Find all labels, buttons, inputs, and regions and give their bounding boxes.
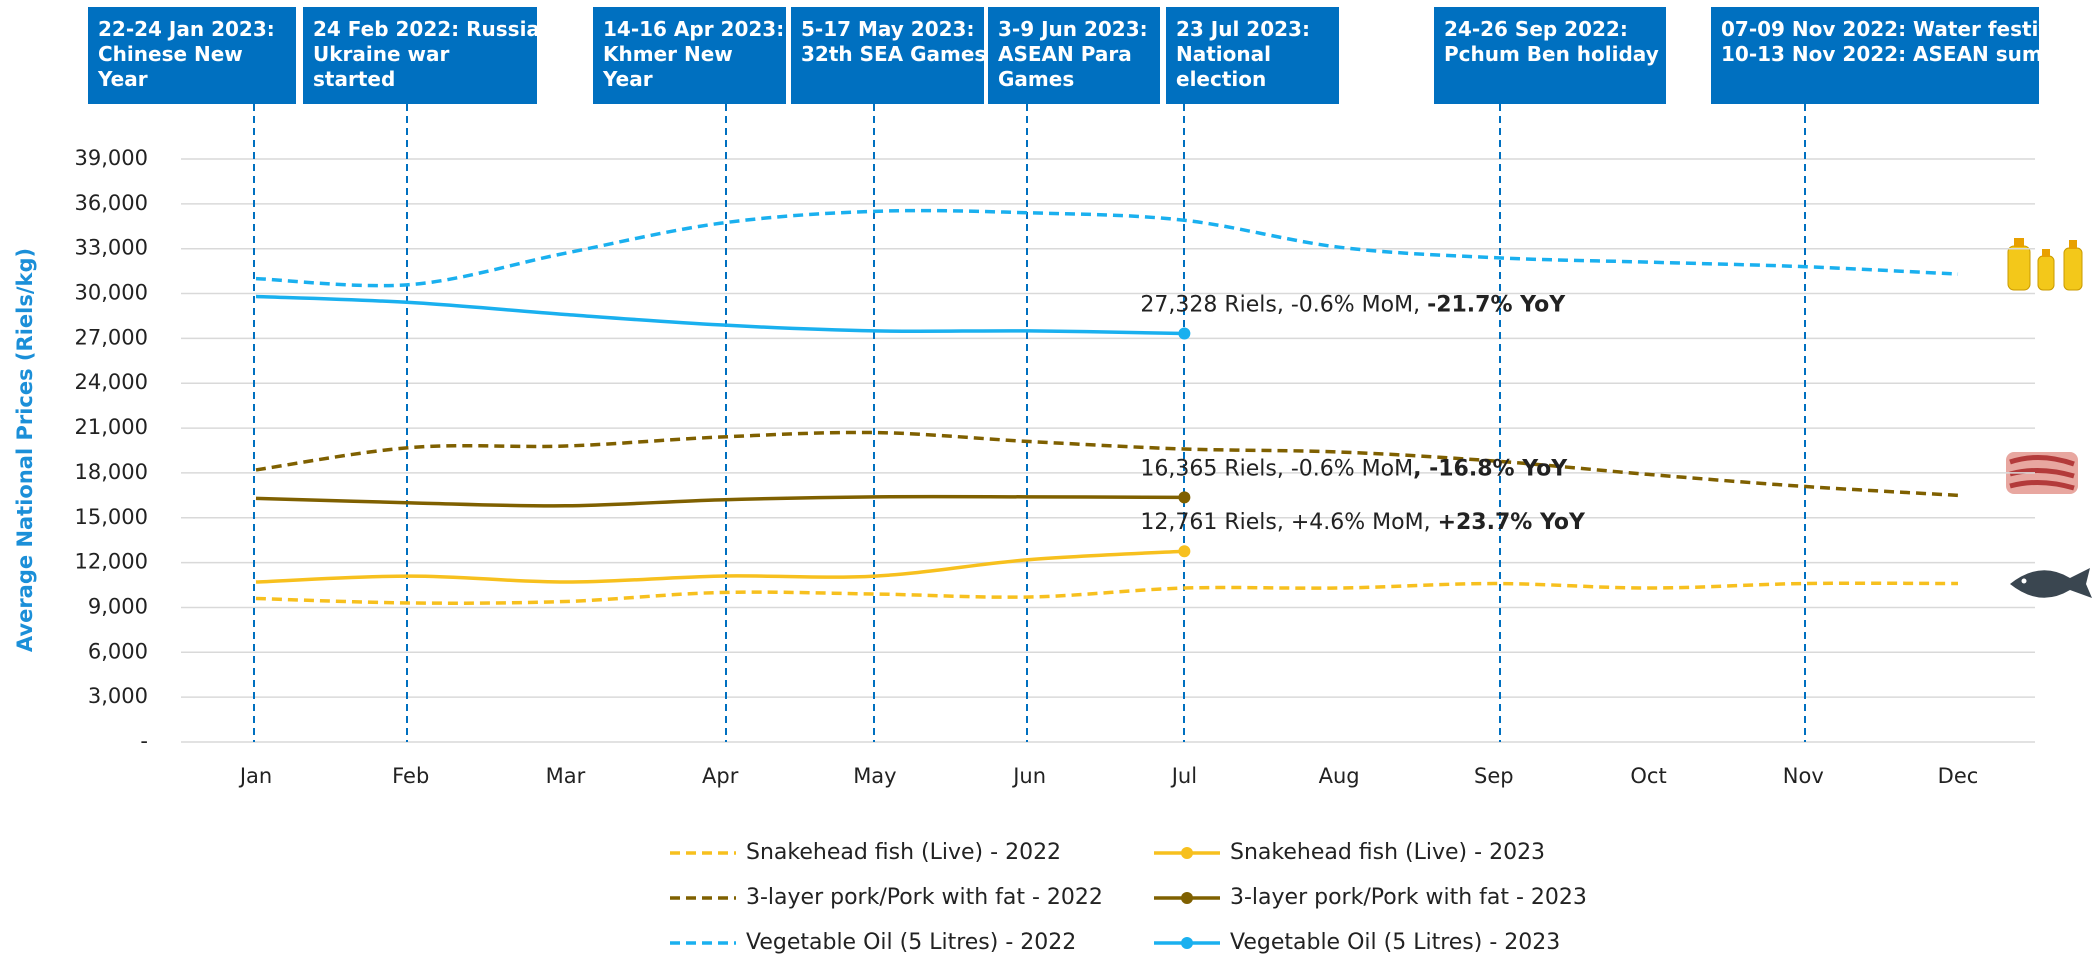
data-label: 27,328 Riels, -0.6% MoM, -21.7% YoY — [1140, 292, 1566, 317]
legend-marker — [1181, 937, 1193, 949]
series-line — [256, 497, 1184, 506]
x-tick-label: Aug — [1319, 764, 1360, 788]
data-label: 16,365 Riels, -0.6% MoM, -16.8% YoY — [1140, 456, 1568, 481]
y-tick-label: 18,000 — [75, 460, 148, 484]
x-tick-label: Sep — [1474, 764, 1514, 788]
x-tick-label: Oct — [1630, 764, 1666, 788]
x-tick-label: Jun — [1011, 764, 1046, 788]
y-tick-label: 27,000 — [75, 325, 148, 349]
event-label: Games — [998, 67, 1074, 91]
data-label-bold: +23.7% YoY — [1438, 510, 1586, 535]
legend-marker — [1181, 847, 1193, 859]
event-label: Khmer New — [603, 42, 733, 66]
y-tick-label: 21,000 — [75, 415, 148, 439]
chart: Average National Prices (Riels/kg) - 3,00… — [0, 0, 2099, 956]
legend-label: Vegetable Oil (5 Litres) - 2023 — [1230, 930, 1560, 955]
legend-label: Snakehead fish (Live) - 2023 — [1230, 840, 1545, 865]
y-tick-label: 15,000 — [75, 505, 148, 529]
event-label: Pchum Ben holiday — [1444, 42, 1659, 66]
y-axis-label: Average National Prices (Riels/kg) — [13, 248, 37, 652]
event-label: ASEAN Para — [998, 42, 1132, 66]
series-line — [256, 432, 1958, 495]
x-tick-label: Apr — [702, 764, 739, 788]
y-tick-label: 24,000 — [75, 370, 148, 394]
series-line — [256, 551, 1184, 582]
event-label: Year — [602, 67, 653, 91]
event-label: 23 Jul 2023: — [1176, 17, 1310, 41]
x-tick-label: Mar — [546, 764, 586, 788]
data-label-text: 27,328 Riels, -0.6% MoM, — [1140, 292, 1427, 317]
event-label: 32th SEA Games — [801, 42, 986, 66]
data-label-text: 16,365 Riels, -0.6% MoM — [1140, 456, 1413, 481]
data-label-text: 12,761 Riels, +4.6% MoM, — [1140, 510, 1437, 535]
end-marker — [1178, 545, 1190, 557]
event-label: Ukraine war — [313, 42, 449, 66]
x-tick-label: May — [853, 764, 896, 788]
legend-label: Vegetable Oil (5 Litres) - 2022 — [746, 930, 1076, 955]
event-label: National — [1176, 42, 1271, 66]
event-label: 14-16 Apr 2023: — [603, 17, 784, 41]
legend-marker — [1181, 892, 1193, 904]
y-tick-label: 30,000 — [75, 281, 148, 305]
series-line — [256, 583, 1958, 603]
event-label: 3-9 Jun 2023: — [998, 17, 1148, 41]
legend-label: 3-layer pork/Pork with fat - 2022 — [746, 885, 1103, 910]
x-tick-label: Nov — [1783, 764, 1824, 788]
event-label: 5-17 May 2023: — [801, 17, 974, 41]
y-tick-label: - — [140, 729, 148, 753]
x-tick-label: Feb — [392, 764, 429, 788]
x-tick-label: Jul — [1170, 764, 1197, 788]
y-tick-label: 36,000 — [75, 191, 148, 215]
end-marker — [1178, 327, 1190, 339]
x-tick-label: Dec — [1938, 764, 1979, 788]
x-tick-label: Jan — [238, 764, 272, 788]
legend-label: 3-layer pork/Pork with fat - 2023 — [1230, 885, 1587, 910]
series-line — [256, 297, 1184, 334]
y-tick-label: 39,000 — [75, 146, 148, 170]
event-label: 10-13 Nov 2022: ASEAN summit — [1721, 42, 2080, 66]
event-label: 24-26 Sep 2022: — [1444, 17, 1628, 41]
data-label-bold: , -16.8% YoY — [1413, 456, 1568, 481]
end-marker — [1178, 491, 1190, 503]
data-label: 12,761 Riels, +4.6% MoM, +23.7% YoY — [1140, 510, 1586, 535]
event-label: election — [1176, 67, 1266, 91]
legend-label: Snakehead fish (Live) - 2022 — [746, 840, 1061, 865]
oil-icon — [2008, 238, 2082, 290]
event-label: 22-24 Jan 2023: — [98, 17, 275, 41]
event-label: 07-09 Nov 2022: Water festival — [1721, 17, 2072, 41]
y-tick-label: 6,000 — [88, 639, 148, 663]
y-tick-label: 3,000 — [88, 684, 148, 708]
event-label: started — [313, 67, 395, 91]
data-label-bold: -21.7% YoY — [1427, 292, 1566, 317]
y-tick-label: 12,000 — [75, 550, 148, 574]
event-label: Chinese New — [98, 42, 243, 66]
event-label: Year — [97, 67, 148, 91]
y-tick-label: 33,000 — [75, 236, 148, 260]
fish-icon — [2010, 568, 2092, 598]
y-tick-label: 9,000 — [88, 594, 148, 618]
event-label: 24 Feb 2022: Russia- — [313, 17, 548, 41]
